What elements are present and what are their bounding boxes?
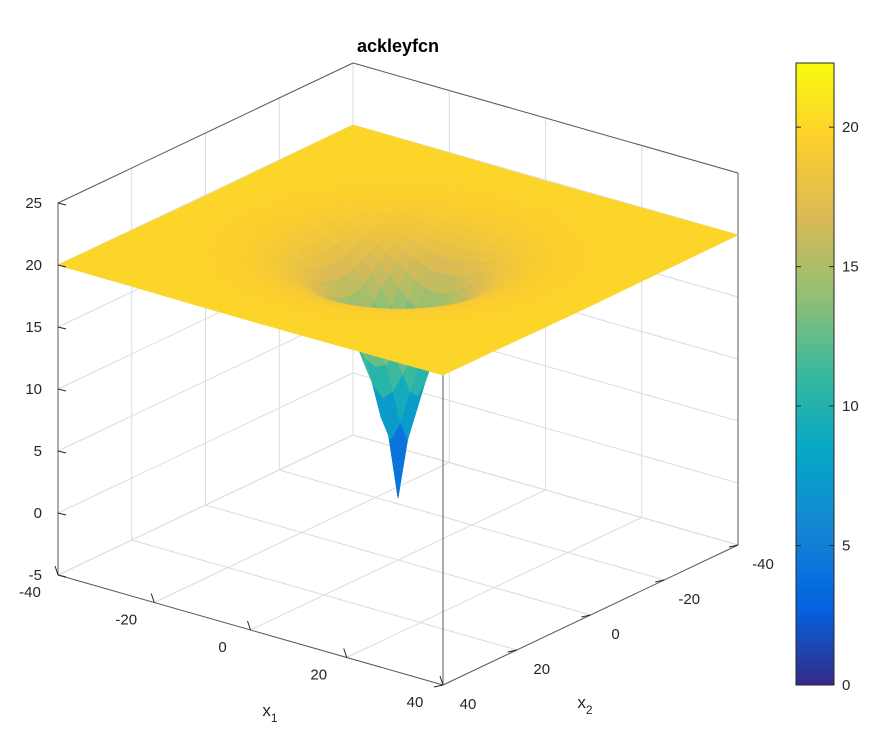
x2-tick-mark [507,649,517,653]
x2-tick-label: 20 [533,661,550,678]
x2-tick-mark [655,579,665,583]
x2-axis-label: x2 [577,693,593,717]
axes-box-edge [352,62,739,174]
z-tick-label: 10 [25,381,42,398]
z-tick-label: -5 [29,567,42,584]
colorbar-tick-label: 15 [842,259,859,276]
x2-tick-label: 40 [460,696,477,713]
x1-tick-mark [150,593,155,603]
x1-axis-label-base: x [262,701,271,720]
grid-line-y-floor [352,434,739,546]
x1-tick-mark [247,620,251,631]
x1-tick-label: -20 [115,612,137,629]
surface-mesh [57,124,739,499]
grid-line-y-floor [279,469,665,581]
axis-ticks: -5 0 5 10 15 20 25 -40 -20 0 20 40 -40 -20 0 20 40 [19,195,774,713]
z-tick-label: 20 [25,257,42,274]
colorbar-tick-label: 0 [842,677,850,694]
x2-tick-mark [581,614,591,618]
z-tick-mark [57,450,67,454]
colorbar-ticks: 0 5 10 15 20 [796,119,859,694]
z-tick-label: 0 [34,505,42,522]
x2-tick-label: -20 [678,591,700,608]
z-tick-mark [57,388,67,392]
z-tick-mark [57,574,67,578]
chart-title: ackleyfcn [357,36,439,56]
x1-tick-label: 20 [310,667,327,684]
x2-tick-label: -40 [752,556,774,573]
colorbar-tick-label: 5 [842,538,850,555]
z-tick-mark [57,512,67,516]
x2-tick-mark [433,684,444,688]
z-tick-label: 5 [34,443,42,460]
colorbar-tick-label: 20 [842,119,859,136]
x2-tick-mark [728,544,739,548]
x1-tick-mark [439,675,444,686]
colorbar-gradient [795,62,835,686]
x1-tick-label: 40 [407,694,424,711]
x1-tick-label: 0 [218,639,226,656]
z-tick-label: 25 [25,195,42,212]
x2-axis-label-base: x [577,693,586,712]
z-tick-mark [57,264,67,268]
grid-line-y-floor [131,539,517,651]
colorbar: 0 5 10 15 20 [795,62,859,694]
x1-tick-mark [343,648,348,658]
x1-axis-label: x1 [262,701,278,725]
z-tick-label: 15 [25,319,42,336]
x1-axis-label-subscript: 1 [271,711,278,725]
axes-box-edge [57,62,354,204]
colorbar-tick-label: 10 [842,398,859,415]
z-tick-mark [57,326,67,330]
grid-line-y-floor [205,504,591,616]
x2-axis-label-subscript: 2 [586,703,593,717]
x1-tick-mark [54,565,59,576]
x2-tick-label: 0 [611,626,619,643]
surface-patch [432,368,452,376]
z-tick-mark [57,202,67,206]
x1-tick-label: -40 [19,584,41,601]
